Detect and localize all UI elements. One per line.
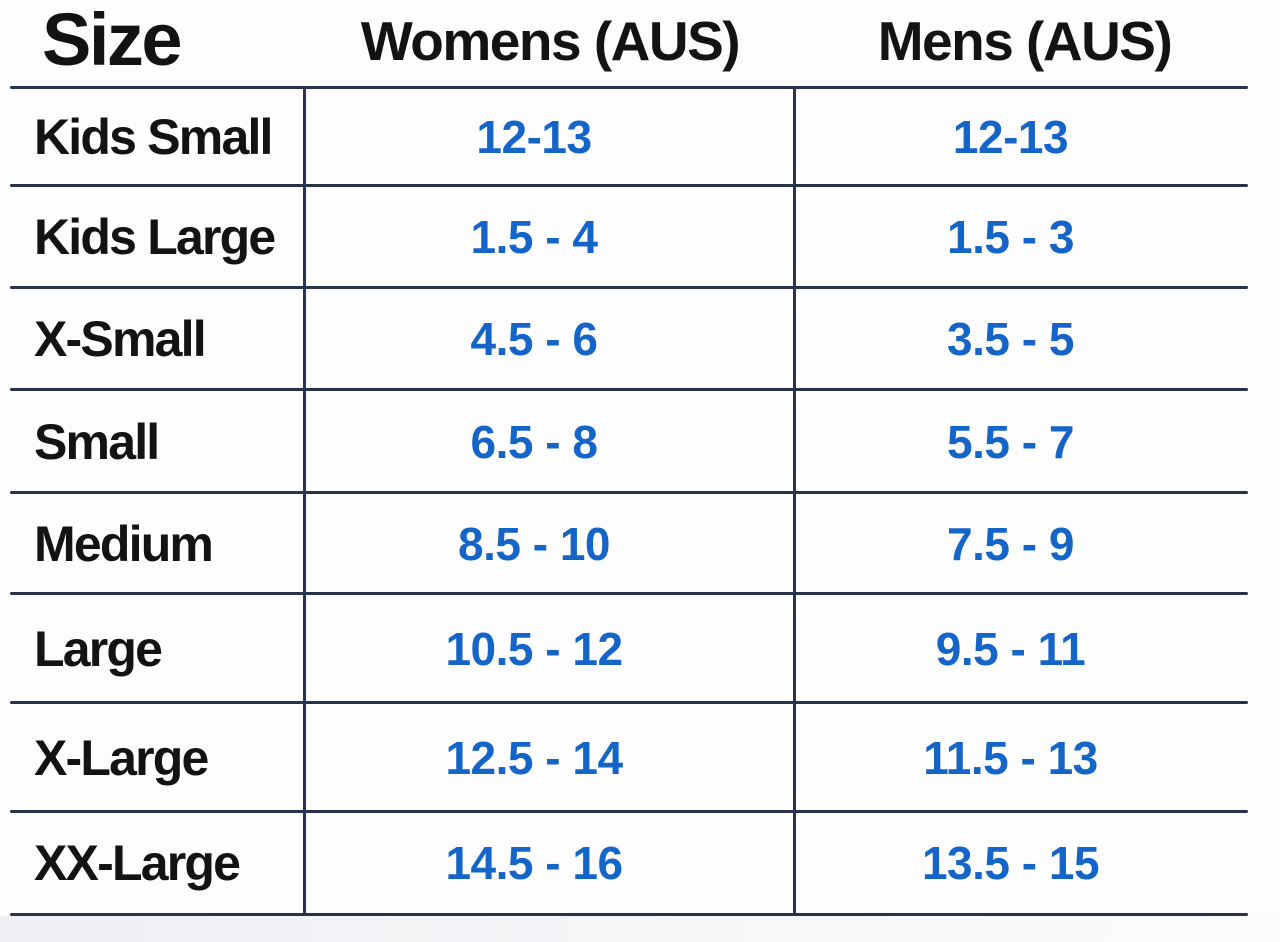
mens-value: 1.5 - 3 [947, 211, 1074, 263]
horizontal-divider [10, 184, 1248, 187]
horizontal-divider [10, 913, 1248, 916]
mens-value: 11.5 - 13 [923, 731, 1098, 784]
table-row: Small 6.5 - 8 5.5 - 7 [0, 390, 1280, 493]
mens-value: 5.5 - 7 [947, 415, 1074, 468]
womens-value: 14.5 - 16 [445, 837, 623, 889]
mens-value: 12-13 [952, 111, 1069, 163]
size-label: Small [34, 413, 160, 470]
mens-value: 13.5 - 15 [921, 837, 1100, 889]
bottom-margin-strip [0, 916, 1280, 942]
mens-value: 7.5 - 9 [947, 517, 1074, 570]
table-row: Medium 8.5 - 10 7.5 - 9 [0, 493, 1280, 594]
horizontal-divider [10, 388, 1248, 391]
womens-value: 10.5 - 12 [445, 622, 623, 675]
table-row: Large 10.5 - 12 9.5 - 11 [0, 594, 1280, 703]
table-header-row: Size Womens (AUS) Mens (AUS) [0, 0, 1280, 88]
table-row: X-Small 4.5 - 6 3.5 - 5 [0, 288, 1280, 390]
womens-value: 6.5 - 8 [470, 415, 598, 468]
size-label: Kids Small [34, 109, 273, 165]
size-label: X-Large [34, 729, 209, 786]
table-row: XX-Large 14.5 - 16 13.5 - 15 [0, 812, 1280, 914]
table-row: Kids Large 1.5 - 4 1.5 - 3 [0, 186, 1280, 288]
header-mens: Mens (AUS) [877, 9, 1173, 72]
horizontal-divider [10, 86, 1248, 89]
womens-value: 12-13 [476, 111, 592, 163]
table-row: X-Large 12.5 - 14 11.5 - 13 [0, 703, 1280, 812]
vertical-divider [793, 88, 796, 914]
horizontal-divider [10, 592, 1248, 595]
header-size: Size [42, 0, 183, 81]
womens-value: 1.5 - 4 [470, 211, 598, 263]
womens-value: 12.5 - 14 [445, 731, 623, 784]
header-womens: Womens (AUS) [360, 9, 741, 72]
mens-value: 3.5 - 5 [947, 313, 1074, 365]
table-row: Kids Small 12-13 12-13 [0, 88, 1280, 186]
womens-value: 4.5 - 6 [470, 313, 598, 365]
size-label: Medium [34, 515, 214, 572]
size-label: XX-Large [34, 835, 241, 891]
mens-value: 9.5 - 11 [935, 622, 1086, 675]
horizontal-divider [10, 286, 1248, 289]
horizontal-divider [10, 810, 1248, 813]
horizontal-divider [10, 701, 1248, 704]
womens-value: 8.5 - 10 [458, 517, 611, 570]
vertical-divider [303, 88, 306, 914]
size-label: X-Small [34, 311, 207, 367]
size-label: Kids Large [34, 209, 276, 265]
size-label: Large [34, 620, 163, 677]
horizontal-divider [10, 491, 1248, 494]
